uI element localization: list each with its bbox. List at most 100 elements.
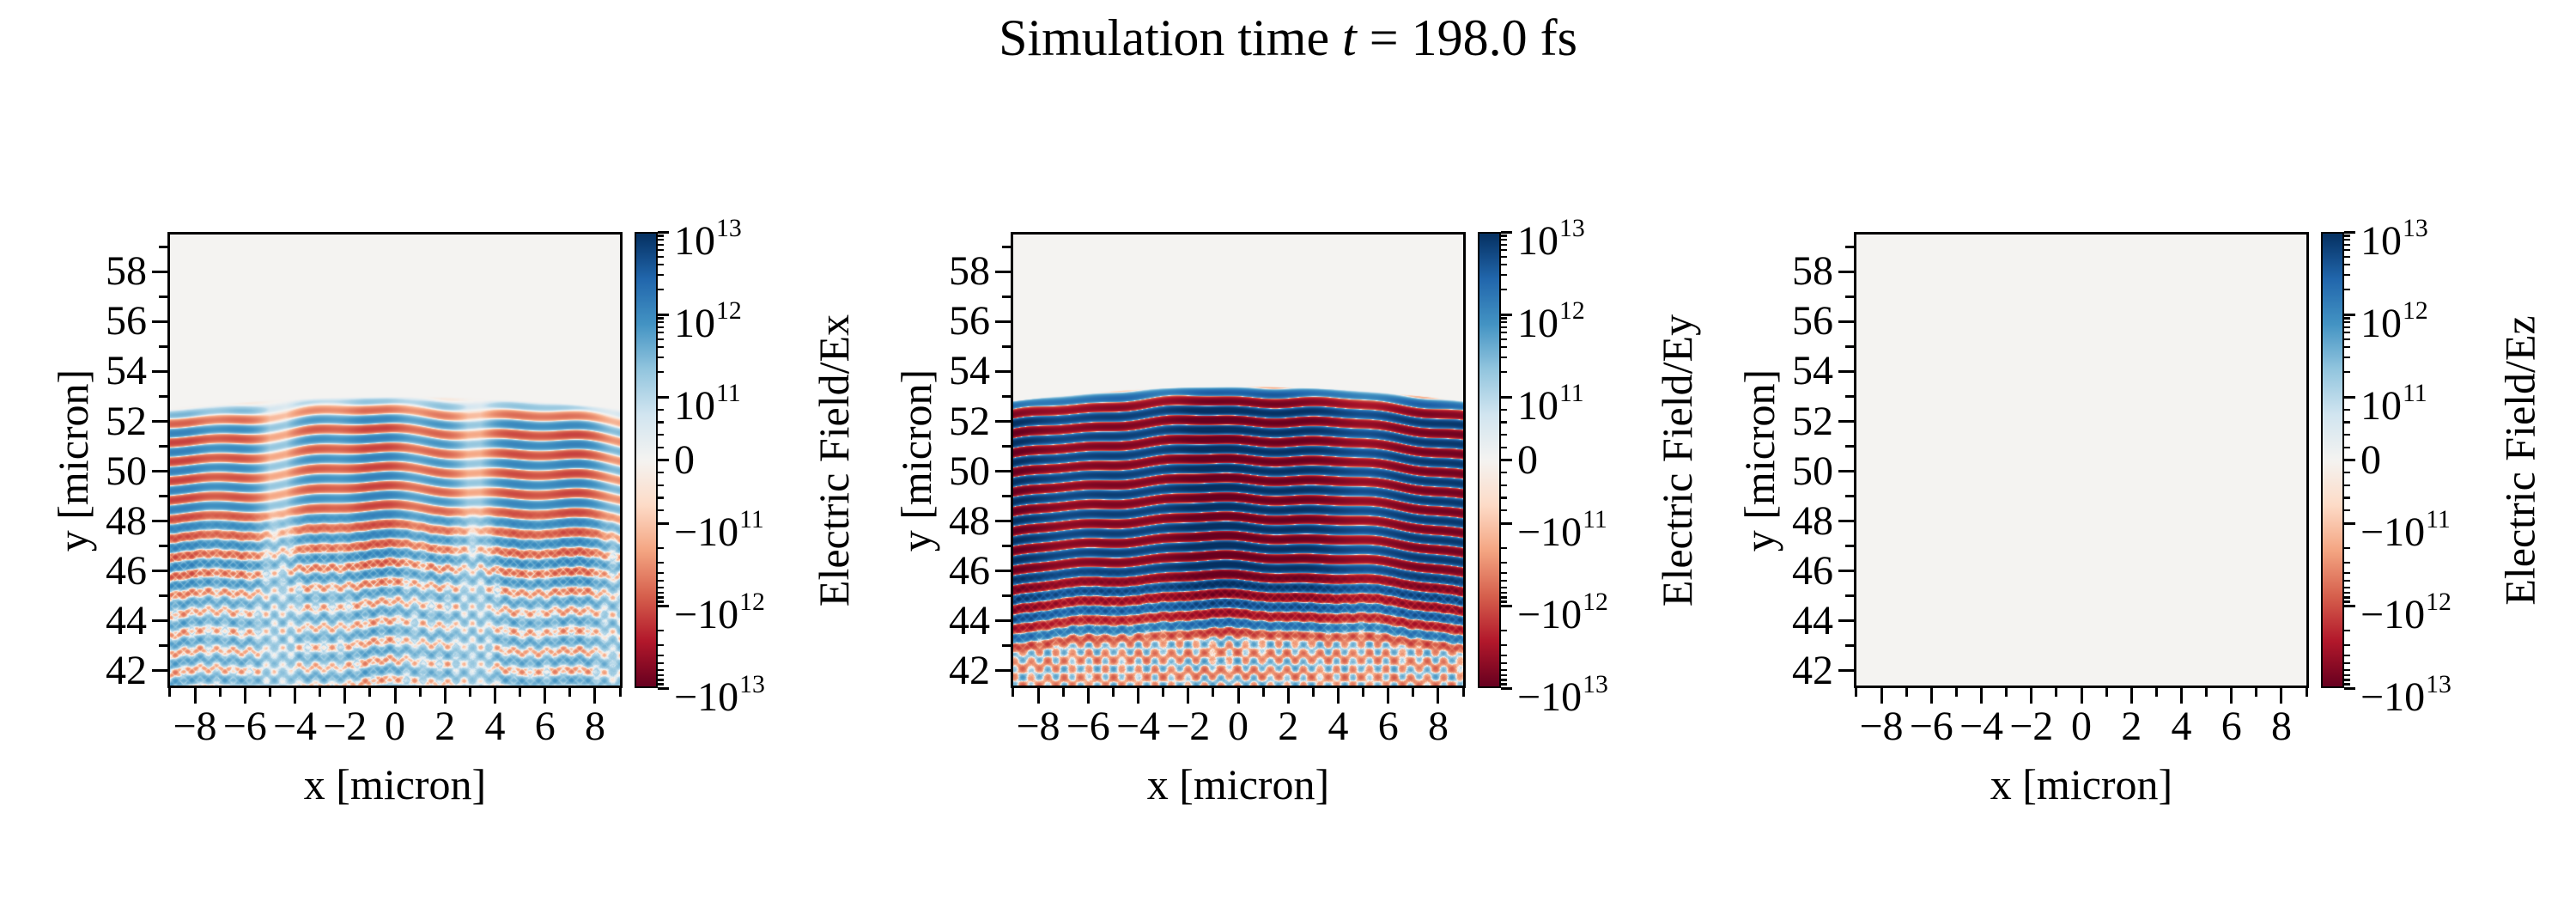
y-minor-tick (159, 594, 167, 598)
colorbar-minor-tick (2344, 249, 2350, 252)
colorbar-minor-tick (2344, 326, 2350, 329)
x-minor-tick (168, 688, 172, 697)
x-minor-tick (568, 688, 572, 697)
colorbar-minor-tick (1501, 235, 1507, 237)
x-major-tick (1980, 688, 1984, 704)
colorbar-minor-tick (2344, 273, 2350, 277)
colorbar-minor-tick (1501, 484, 1507, 487)
x-minor-tick (2154, 688, 2158, 697)
colorbar-tick-label: 1013 (2360, 213, 2428, 264)
y-minor-tick (1002, 545, 1011, 548)
x-tick-label: −2 (1166, 704, 1211, 749)
colorbar-tick-labels-ey: 1013 1012 1011 0 −1011 −1012 −1013 (1517, 0, 1706, 902)
colorbar-tick-label: 0 (1517, 436, 1538, 483)
colorbar-minor-tick (658, 579, 664, 582)
x-minor-tick (268, 688, 271, 697)
colorbar-minor-tick (658, 421, 664, 424)
y-tick-label: 58 (949, 248, 990, 295)
y-major-tick (1838, 420, 1854, 424)
colorbar-minor-tick (1501, 249, 1507, 252)
y-axis-label-text: y [micron] (1735, 369, 1783, 552)
colorbar-minor-tick (2344, 264, 2350, 266)
x-minor-tick (1954, 688, 1958, 697)
colorbar-major-tick (2344, 686, 2355, 690)
y-major-tick (995, 570, 1011, 573)
y-minor-tick (1002, 344, 1011, 348)
colorbar-minor-tick (658, 673, 664, 677)
x-axis-label-ey: x [micron] (1146, 760, 1330, 808)
x-tick-label: 2 (434, 704, 456, 749)
colorbar-label-ex: Electric Field/Ex (810, 232, 858, 688)
colorbar-minor-tick (1501, 255, 1507, 259)
x-minor-tick (218, 688, 222, 697)
x-major-tick (2230, 688, 2233, 704)
y-tick-label: 42 (106, 647, 147, 693)
y-tick-label: 56 (106, 298, 147, 344)
x-minor-tick (1162, 688, 1165, 697)
x-major-tick (1236, 688, 1240, 704)
y-major-tick (1838, 470, 1854, 473)
colorbar-major-tick (658, 313, 669, 316)
colorbar-label-ey: Electric Field/Ey (1653, 232, 1701, 688)
x-major-tick (2179, 688, 2183, 704)
colorbar-tick-label: −1013 (1517, 669, 1608, 720)
colorbar-minor-tick (2344, 571, 2350, 574)
x-major-tick (1929, 688, 1933, 704)
y-minor-tick (159, 395, 167, 398)
x-major-tick (544, 688, 547, 704)
colorbar-tick-label: −1013 (674, 669, 765, 720)
y-tick-label: 52 (106, 398, 147, 444)
colorbar-minor-tick (1501, 579, 1507, 582)
colorbar-minor-tick (658, 249, 664, 252)
x-minor-tick (1012, 688, 1015, 697)
colorbar-tick-label: 0 (674, 436, 695, 483)
x-major-tick (2080, 688, 2083, 704)
x-major-tick (243, 688, 246, 704)
colorbar-minor-tick (658, 591, 664, 594)
colorbar-tick-label: −1011 (674, 504, 764, 555)
x-tick-label: 8 (2270, 704, 2292, 749)
colorbar-minor-tick (1501, 288, 1507, 291)
colorbar-minor-tick (2344, 346, 2350, 349)
x-minor-tick (2305, 688, 2308, 697)
heatmap-ey-canvas (1011, 232, 1466, 688)
colorbar-minor-tick (1501, 472, 1507, 474)
x-axis-label-ez: x [micron] (1990, 760, 2173, 808)
y-tick-label: 54 (1792, 348, 1833, 394)
y-minor-tick (1845, 644, 1854, 648)
colorbar-major-tick (658, 521, 669, 525)
y-tick-label: 48 (106, 497, 147, 544)
colorbar-minor-tick (2344, 661, 2350, 665)
colorbar-major-tick (1501, 604, 1512, 607)
colorbar-minor-tick (658, 586, 664, 588)
y-minor-tick (1845, 245, 1854, 248)
colorbar-tick-label: 1011 (674, 378, 741, 429)
y-major-tick (1838, 270, 1854, 273)
y-minor-tick (159, 445, 167, 448)
colorbar-minor-tick (658, 346, 664, 349)
colorbar-minor-tick (658, 408, 664, 411)
y-major-tick (995, 420, 1011, 424)
x-minor-tick (1412, 688, 1415, 697)
title-value: = 198.0 fs (1356, 9, 1577, 66)
x-major-tick (1336, 688, 1340, 704)
colorbar-minor-tick (2344, 629, 2350, 632)
x-major-tick (193, 688, 197, 704)
colorbar-minor-tick (1501, 546, 1507, 550)
colorbar-minor-tick (2344, 679, 2350, 681)
colorbar-minor-tick (1501, 497, 1507, 499)
x-minor-tick (468, 688, 471, 697)
colorbar-minor-tick (1501, 571, 1507, 574)
colorbar-minor-tick (658, 370, 664, 374)
y-minor-tick (1002, 594, 1011, 598)
x-minor-tick (1061, 688, 1065, 697)
colorbar-minor-tick (658, 433, 664, 436)
x-major-tick (1387, 688, 1390, 704)
colorbar-minor-tick (1501, 321, 1507, 324)
colorbar-major-tick (1501, 686, 1512, 690)
heatmap-ex-canvas (167, 232, 623, 688)
colorbar-minor-tick (658, 497, 664, 499)
y-tick-label: 58 (106, 248, 147, 295)
